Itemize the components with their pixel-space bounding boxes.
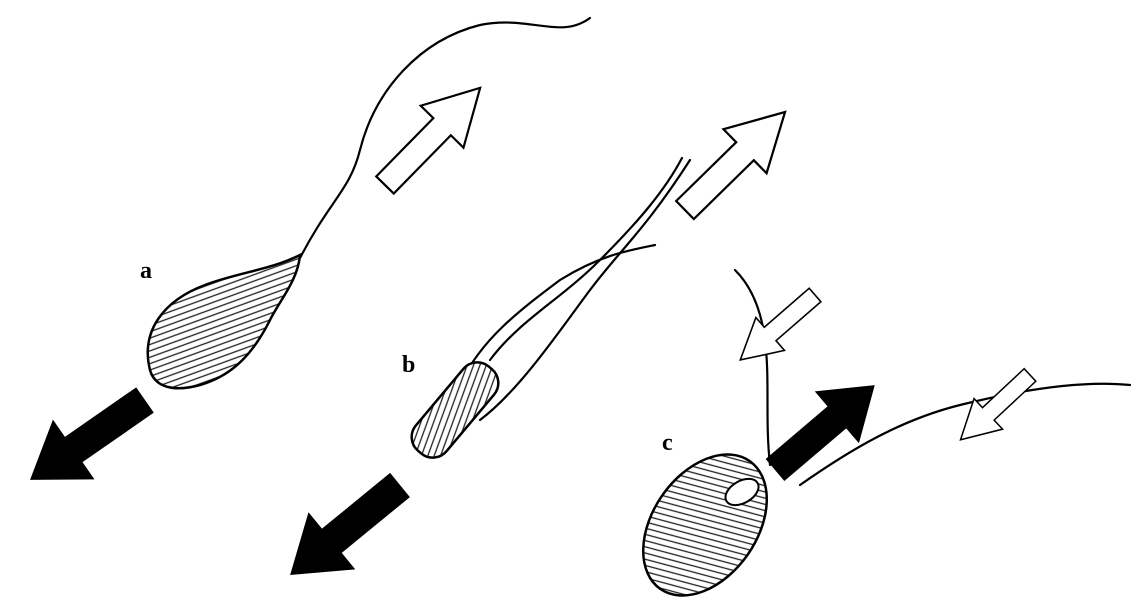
flagellum [478, 158, 692, 422]
flagellum [298, 16, 592, 260]
cell-groove [724, 477, 760, 507]
flagellum [458, 243, 657, 387]
swim-arrow [662, 88, 808, 234]
flagellum [733, 268, 772, 467]
cell-body [410, 361, 500, 459]
swim-arrow [945, 358, 1046, 456]
label: a [140, 258, 152, 284]
flagellum [488, 156, 684, 362]
motion-arrow [752, 359, 897, 496]
swim-arrow [725, 277, 831, 378]
label: c [662, 430, 673, 456]
cell-c [641, 268, 1132, 597]
label: b [402, 352, 415, 378]
motion-arrow [9, 370, 166, 510]
cell-body [146, 252, 302, 390]
cell-body [641, 453, 769, 597]
motion-arrow [266, 456, 424, 604]
cell-a [146, 16, 592, 390]
cell-b [410, 156, 692, 459]
swim-arrow [362, 65, 503, 208]
flagellum [798, 382, 1132, 487]
